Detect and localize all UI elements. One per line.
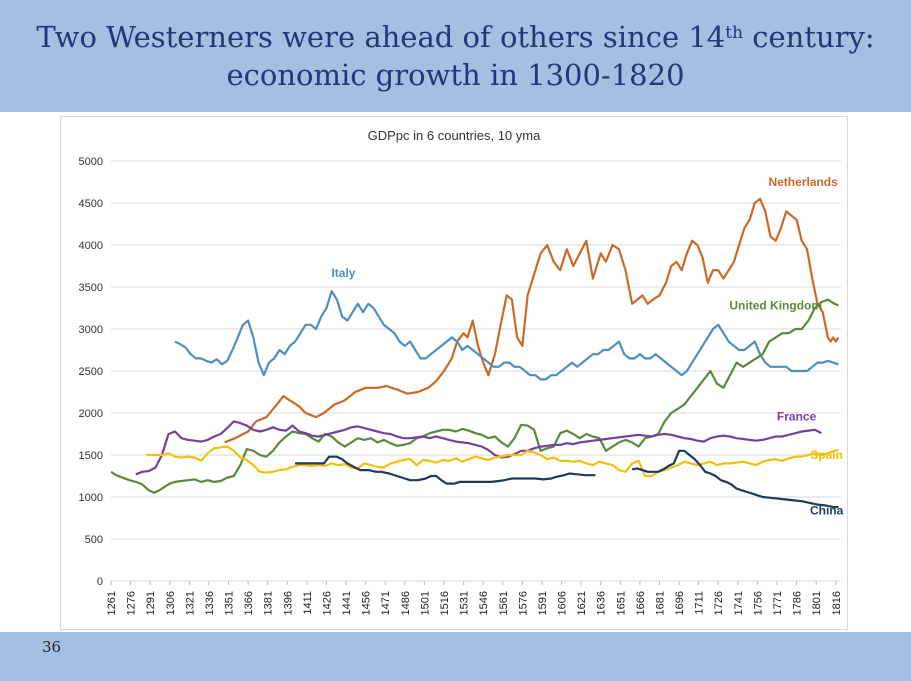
y-tick-label: 5000 (79, 156, 103, 168)
x-tick-label: 1501 (419, 591, 431, 615)
x-tick-label: 1291 (145, 591, 157, 615)
x-tick-label: 1411 (302, 591, 314, 615)
chart-title: GDPpc in 6 countries, 10 yma (368, 128, 541, 143)
x-tick-label: 1576 (517, 591, 529, 615)
x-tick-label: 1786 (792, 591, 804, 615)
x-tick-label: 1666 (635, 591, 647, 615)
y-tick-label: 3000 (79, 324, 103, 336)
chart-grid (111, 160, 841, 582)
x-tick-label: 1396 (282, 591, 294, 615)
series-label-united-kingdom: United Kingdom (729, 299, 822, 313)
title-text-b: century: (743, 20, 875, 54)
slide-title-line1: Two Westerners were ahead of others sinc… (0, 18, 911, 56)
y-tick-label: 2000 (79, 408, 103, 420)
x-tick-label: 1561 (498, 591, 510, 615)
x-tick-label: 1606 (557, 591, 569, 615)
title-superscript: th (725, 23, 744, 43)
slide-title: Two Westerners were ahead of others sinc… (0, 18, 911, 94)
series-line-france (135, 420, 822, 476)
series-label-spain: Spain (810, 448, 843, 462)
y-tick-label: 4000 (79, 240, 103, 252)
series-label-china: China (810, 504, 844, 518)
y-axis: 0 500 1000 1500 2000 2500 3000 3500 4000 4500 5000 (79, 156, 103, 588)
x-tick-label: 1486 (400, 591, 412, 615)
x-tick-label: 1426 (321, 591, 333, 615)
series-line-united-kingdom (110, 298, 839, 494)
y-tick-label: 3500 (79, 282, 103, 294)
x-tick-label: 1321 (184, 591, 196, 615)
x-tick-label: 1441 (341, 591, 353, 615)
x-tick-label: 1816 (831, 591, 843, 615)
x-tick-label: 1681 (654, 591, 666, 615)
slide-title-line2: economic growth in 1300-1820 (226, 58, 685, 92)
y-tick-label: 1000 (79, 492, 103, 504)
y-tick-label: 1500 (79, 450, 103, 462)
x-tick-label: 1711 (694, 591, 706, 615)
series-line-spain (146, 445, 839, 478)
x-tick-label: 1516 (439, 591, 451, 615)
chart-series (110, 197, 840, 509)
y-tick-label: 2500 (79, 366, 103, 378)
x-tick-label: 1351 (224, 591, 236, 615)
x-tick-label: 1636 (596, 591, 608, 615)
x-tick-label: 1546 (478, 591, 490, 615)
title-band (0, 0, 911, 112)
series-label-netherlands: Netherlands (768, 175, 838, 189)
x-tick-label: 1456 (361, 591, 373, 615)
x-tick-label: 1591 (537, 591, 549, 615)
x-tick-label: 1771 (772, 591, 784, 615)
footer-band (0, 632, 911, 681)
series-label-france: France (777, 410, 817, 424)
slide-number: 36 (42, 638, 62, 656)
series-label-italy: Italy (331, 266, 355, 280)
title-text-a: Two Westerners were ahead of others sinc… (36, 20, 726, 54)
x-tick-label: 1276 (126, 591, 138, 615)
x-tick-label: 1621 (576, 591, 588, 615)
x-tick-label: 1261 (106, 591, 118, 615)
x-tick-label: 1651 (615, 591, 627, 615)
y-tick-label: 500 (85, 534, 103, 546)
x-tick-label: 1756 (752, 591, 764, 615)
x-tick-label: 1381 (263, 591, 275, 615)
x-tick-label: 1336 (204, 591, 216, 615)
gdp-line-chart: 0 500 1000 1500 2000 2500 3000 3500 4000 4500 5000… (79, 128, 844, 615)
y-tick-label: 0 (97, 576, 103, 588)
x-tick-label: 1471 (380, 591, 392, 615)
x-tick-label: 1306 (165, 591, 177, 615)
series-line-italy (174, 290, 839, 381)
x-tick-label: 1726 (713, 591, 725, 615)
series-line-netherlands (224, 197, 840, 444)
chart-frame: 0 500 1000 1500 2000 2500 3000 3500 4000 4500 5000… (60, 116, 848, 630)
y-tick-label: 4500 (79, 198, 103, 210)
x-axis: 1261 1276 1291 1306 1321 1336 1351 1366 1381 1396… (106, 581, 843, 615)
series-labels: Netherlands Italy United Kingdom France Spai… (331, 175, 843, 517)
x-tick-label: 1696 (674, 591, 686, 615)
x-tick-label: 1531 (459, 591, 471, 615)
x-tick-label: 1366 (243, 591, 255, 615)
x-tick-label: 1801 (811, 591, 823, 615)
x-tick-label: 1741 (733, 591, 745, 615)
series-line-china (295, 449, 839, 509)
